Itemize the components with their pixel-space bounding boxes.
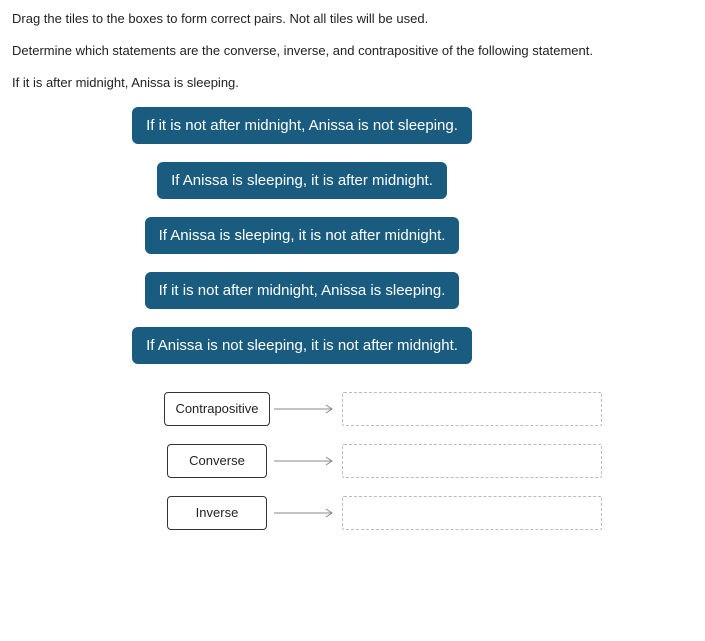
pair-row: Inverse [162,496,693,530]
arrow-icon [272,392,342,426]
draggable-tile[interactable]: If Anissa is not sleeping, it is not aft… [132,327,472,364]
pair-label: Inverse [167,496,267,530]
arrow-icon [272,496,342,530]
pair-row: Contrapositive [162,392,693,426]
drop-target[interactable] [342,392,602,426]
arrow-icon [272,444,342,478]
pair-label: Contrapositive [164,392,269,426]
draggable-tile[interactable]: If Anissa is sleeping, it is not after m… [145,217,460,254]
drop-target[interactable] [342,444,602,478]
pairs-area: Contrapositive Converse Inverse [162,392,693,530]
instruction-line-1: Drag the tiles to the boxes to form corr… [12,10,693,28]
tiles-area: If it is not after midnight, Anissa is n… [112,107,492,364]
pair-label: Converse [167,444,267,478]
draggable-tile[interactable]: If Anissa is sleeping, it is after midni… [157,162,447,199]
draggable-tile[interactable]: If it is not after midnight, Anissa is s… [145,272,460,309]
instruction-line-2: Determine which statements are the conve… [12,42,693,60]
instruction-line-3: If it is after midnight, Anissa is sleep… [12,74,693,92]
pair-row: Converse [162,444,693,478]
draggable-tile[interactable]: If it is not after midnight, Anissa is n… [132,107,472,144]
instructions: Drag the tiles to the boxes to form corr… [12,10,693,93]
drop-target[interactable] [342,496,602,530]
